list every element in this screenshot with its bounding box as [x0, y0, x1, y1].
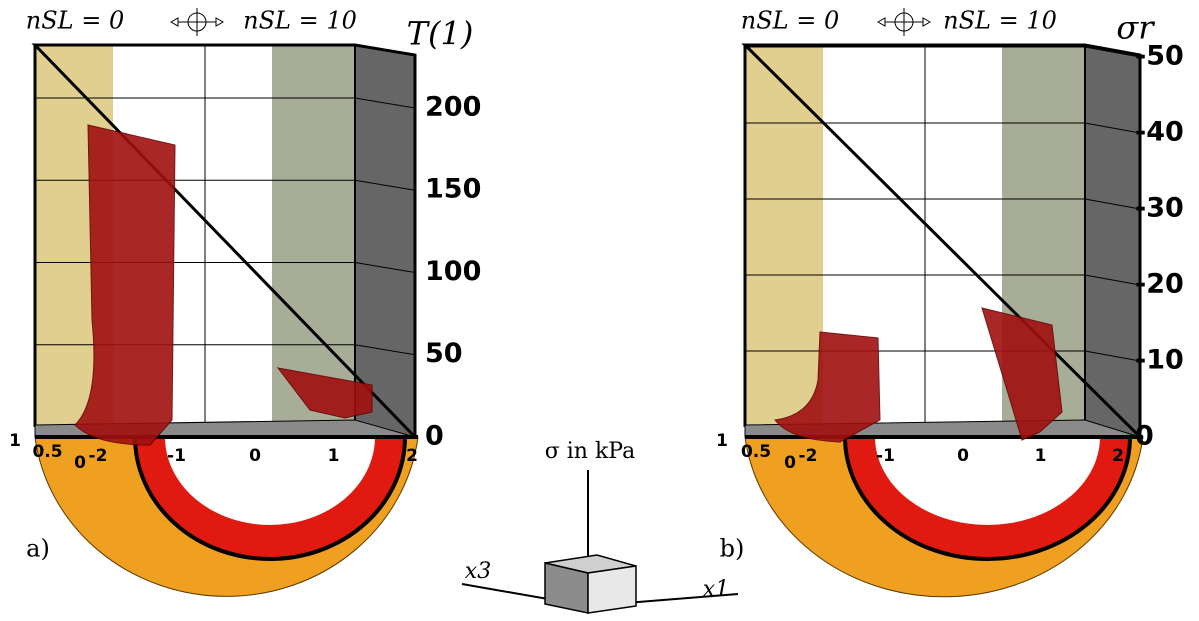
- x-tick-label: 0: [249, 446, 261, 466]
- y-tick-label: 100: [425, 256, 481, 287]
- panel-label: a): [26, 535, 50, 563]
- x-tick-label: -1: [167, 446, 186, 466]
- side-wall: [355, 45, 415, 437]
- direction-icon: [878, 18, 885, 26]
- y-tick-label: -40: [1135, 117, 1184, 148]
- panel: 0 50 100 150 200 -2 -1 0 1 2 1 0.5 0 T(1) a) nSL = 0 nSL…: [9, 7, 481, 597]
- x-tick-label: 0: [957, 446, 969, 466]
- direction-label: nSL = 0: [26, 7, 124, 35]
- x-tick-label: -2: [89, 446, 108, 466]
- figure: 050100150200-2-101210.50T(1)a)nSL = 0nSL…: [0, 0, 1199, 621]
- direction-icon: [171, 18, 178, 26]
- direction-label: nSL = 10: [943, 7, 1057, 35]
- wall-band: [745, 45, 823, 425]
- cube-front: [588, 566, 636, 613]
- x-tick-label: -1: [876, 446, 895, 466]
- panel-label: b): [720, 535, 745, 563]
- x-tick-label: 2: [1112, 446, 1124, 466]
- z-tick-label: 0: [784, 453, 796, 473]
- x-tick-label: -2: [799, 446, 818, 466]
- x-tick-label: 2: [406, 446, 418, 466]
- y-tick-label: 50: [425, 338, 463, 369]
- z-tick-label: 0.5: [32, 442, 62, 462]
- y-tick-label: 0: [425, 421, 444, 452]
- y-tick-label: 0: [1135, 421, 1154, 452]
- direction-label: nSL = 10: [243, 7, 357, 35]
- direction-icon: [923, 18, 930, 26]
- y-axis-title: T(1): [407, 15, 474, 53]
- side-wall: [1085, 45, 1140, 437]
- x-tick-label: 1: [1035, 446, 1047, 466]
- legend-axis: x3: [465, 559, 491, 584]
- legend-axis: x1: [703, 577, 729, 602]
- z-tick-label: 0.5: [741, 442, 771, 462]
- y-tick-label: -20: [1135, 269, 1184, 300]
- y-tick-label: 200: [425, 91, 481, 122]
- y-tick-label: -10: [1135, 345, 1184, 376]
- z-tick-label: 1: [716, 431, 728, 451]
- direction-label: nSL = 0: [741, 7, 839, 35]
- y-axis-title: σr: [1116, 9, 1155, 47]
- direction-icon: [216, 18, 223, 26]
- x-tick-label: 1: [328, 446, 340, 466]
- z-tick-label: 1: [9, 431, 21, 451]
- y-tick-label: -30: [1135, 193, 1184, 224]
- wall-band: [272, 45, 355, 422]
- legend-units: σ in kPa: [545, 439, 635, 464]
- y-tick-label: 150: [425, 174, 481, 205]
- z-tick-label: 0: [74, 453, 86, 473]
- legend-cube: σ in kPa x3 x1: [462, 439, 738, 613]
